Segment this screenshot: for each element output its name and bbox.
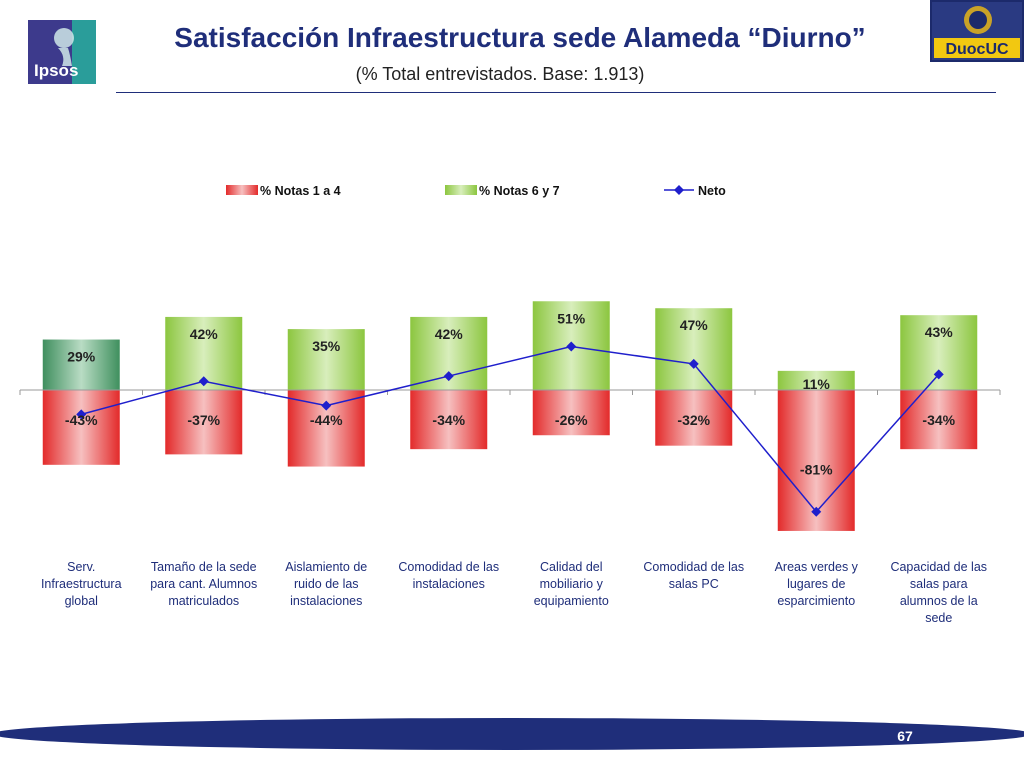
net-point-7: [933, 369, 944, 380]
legend-swatch-0: [226, 185, 258, 195]
category-line: Tamaño de la sede: [151, 560, 257, 574]
category-label-5: Comodidad de las salas PC: [643, 560, 744, 591]
bar-notas-1-4-4: [532, 390, 610, 436]
category-line: salas para: [910, 577, 968, 591]
page-subtitle: (% Total entrevistados. Base: 1.913): [355, 64, 645, 84]
label-notas-6-7-3: 42%: [435, 326, 464, 342]
legend-label-1: % Notas 6 y 7: [479, 184, 560, 198]
label-notas-6-7-5: 47%: [680, 317, 709, 333]
category-label-7: Capacidad de las salas para alumnos de la s…: [890, 560, 987, 625]
label-notas-1-4-1: -37%: [187, 412, 220, 428]
category-line: Aislamiento de: [285, 560, 367, 574]
net-point-4: [566, 341, 577, 352]
category-line: Comodidad de las: [643, 560, 744, 574]
bar-notas-1-4-7: [900, 390, 978, 450]
chart-legend: % Notas 1 a 4 % Notas 6 y 7 Neto: [226, 184, 726, 198]
category-line: alumnos de la: [900, 594, 978, 608]
chart-bars: [42, 301, 978, 531]
category-label-6: Areas verdes y lugares de esparcimiento: [775, 560, 859, 608]
page-number: 67: [897, 728, 913, 744]
ipsos-logo-text: Ipsos: [34, 61, 78, 80]
category-label-1: Tamaño de la sede para cant. Alumnos matri…: [150, 560, 257, 608]
duocuc-logo-text: DuocUC: [945, 41, 1009, 58]
net-point-2: [321, 400, 332, 411]
bar-notas-6-7-5: [655, 308, 733, 390]
bar-notas-1-4-1: [165, 390, 243, 455]
category-label-4: Calidad del mobiliario y equipamiento: [534, 560, 609, 608]
label-notas-1-4-3: -34%: [432, 412, 465, 428]
bar-notas-1-4-3: [410, 390, 488, 450]
category-line: Capacidad de las: [890, 560, 987, 574]
legend-label-2: Neto: [698, 184, 726, 198]
category-line: sede: [925, 611, 952, 625]
label-notas-1-4-4: -26%: [555, 412, 588, 428]
category-line: instalaciones: [290, 594, 362, 608]
category-line: global: [65, 594, 98, 608]
category-line: Infraestructura: [41, 577, 122, 591]
category-line: equipamiento: [534, 594, 609, 608]
legend-swatch-marker: [674, 185, 684, 195]
duocuc-logo: DuocUC: [930, 0, 1024, 62]
category-line: instalaciones: [413, 577, 485, 591]
category-line: Comodidad de las: [398, 560, 499, 574]
footer-band: [0, 718, 1024, 750]
label-notas-1-4-0: -43%: [65, 412, 98, 428]
category-line: Areas verdes y: [775, 560, 859, 574]
category-line: Calidad del: [540, 560, 603, 574]
ipsos-logo: Ipsos: [28, 20, 96, 84]
bar-notas-1-4-5: [655, 390, 733, 446]
legend-label-0: % Notas 1 a 4: [260, 184, 341, 198]
label-notas-1-4-5: -32%: [677, 412, 710, 428]
bar-notas-6-7-0: [42, 339, 120, 390]
category-line: mobiliario y: [540, 577, 604, 591]
label-notas-1-4-2: -44%: [310, 412, 343, 428]
bar-notas-6-7-2: [287, 329, 365, 390]
label-notas-6-7-6: 11%: [803, 376, 831, 392]
net-point-5: [688, 358, 699, 369]
label-notas-6-7-0: 29%: [67, 349, 96, 365]
category-line: lugares de: [787, 577, 845, 591]
net-line-series: [76, 341, 944, 517]
net-point-0: [76, 409, 87, 420]
category-line: salas PC: [669, 577, 719, 591]
category-line: ruido de las: [294, 577, 359, 591]
category-label-3: Comodidad de las instalaciones: [398, 560, 499, 591]
label-notas-6-7-1: 42%: [190, 326, 219, 342]
page-title: Satisfacción Infraestructura sede Alamed…: [174, 22, 866, 53]
bar-notas-1-4-0: [42, 390, 120, 465]
category-line: esparcimiento: [777, 594, 855, 608]
label-notas-1-4-6: -81%: [800, 461, 833, 477]
label-notas-6-7-4: 51%: [557, 310, 586, 326]
net-line: [81, 345, 940, 513]
net-point-1: [198, 376, 209, 387]
category-label-2: Aislamiento de ruido de las instalaciones: [285, 560, 367, 608]
category-labels: Serv. Infraestructura global Tamaño de la s…: [41, 560, 987, 625]
legend-swatch-1: [445, 185, 477, 195]
chart-value-labels: 29% -43% 42% -37% 35% -44% 42% -34% 51% -26% 47% -3…: [65, 310, 956, 477]
label-notas-1-4-7: -34%: [922, 412, 955, 428]
net-point-6: [811, 506, 822, 517]
label-notas-6-7-7: 43%: [925, 324, 954, 340]
category-line: Serv.: [67, 560, 95, 574]
category-label-0: Serv. Infraestructura global: [41, 560, 122, 608]
label-notas-6-7-2: 35%: [312, 338, 341, 354]
category-line: para cant. Alumnos: [150, 577, 257, 591]
net-point-3: [443, 371, 454, 382]
title-divider: [116, 92, 996, 93]
bar-notas-6-7-6: [777, 370, 855, 390]
category-line: matriculados: [168, 594, 239, 608]
